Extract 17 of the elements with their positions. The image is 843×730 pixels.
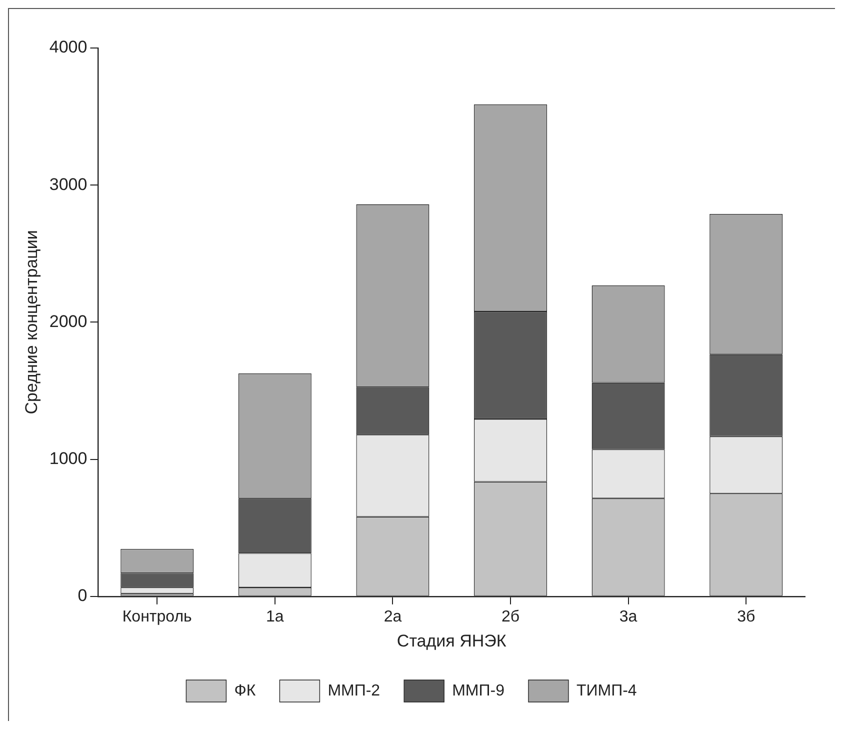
x-axis-title: Стадия ЯНЭК	[396, 631, 506, 650]
legend-label: ММП-2	[328, 682, 380, 700]
legend-label: ММП-9	[452, 682, 505, 700]
x-tick-label: Контроль	[122, 608, 192, 626]
y-axis-title: Средние концентрации	[22, 230, 41, 414]
x-tick-label: 1а	[266, 608, 284, 626]
x-tick-label: 3а	[619, 608, 638, 626]
x-tick-label: 2а	[384, 608, 402, 626]
x-tick-label: 3б	[737, 608, 756, 626]
legend-label: ФК	[234, 682, 256, 700]
x-tick-label: 2б	[501, 608, 520, 626]
y-tick-label: 2000	[49, 312, 88, 331]
legend-label: ТИМП-4	[576, 682, 637, 700]
y-tick-label: 1000	[49, 448, 88, 468]
y-tick-label: 3000	[49, 174, 88, 194]
y-tick-label: 4000	[49, 38, 88, 57]
y-tick-label: 0	[78, 586, 88, 606]
